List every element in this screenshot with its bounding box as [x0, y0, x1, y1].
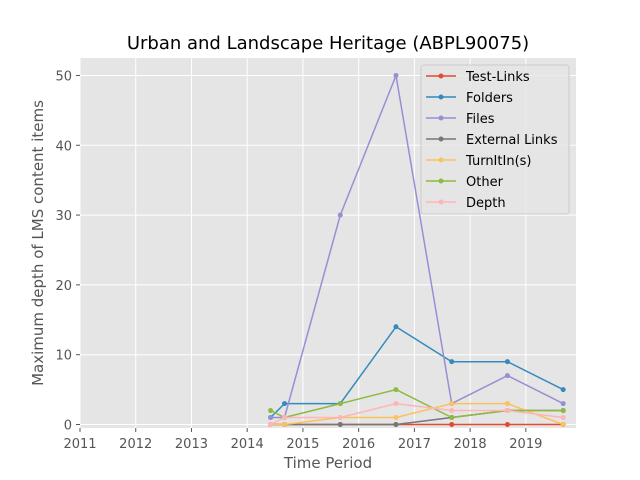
legend-label-turnitin-s: TurnItIn(s) — [465, 154, 531, 169]
data-point-folders — [560, 387, 566, 393]
x-tick-label: 2014 — [231, 437, 264, 452]
x-tick-label: 2015 — [286, 437, 319, 452]
data-point-depth — [337, 415, 343, 421]
data-point-files — [268, 415, 274, 421]
legend-marker-other — [438, 178, 444, 184]
data-point-turnitin-s — [282, 422, 288, 428]
legend-marker-files — [438, 115, 444, 121]
data-point-external-links — [337, 422, 343, 428]
data-point-turnitin-s — [393, 415, 399, 421]
chart-title: Urban and Landscape Heritage (ABPL90075) — [127, 33, 529, 54]
data-point-turnitin-s — [449, 401, 455, 407]
legend-label-other: Other — [466, 175, 504, 190]
x-tick-label: 2011 — [63, 437, 96, 452]
data-point-other — [268, 408, 274, 414]
data-point-folders — [504, 359, 510, 365]
data-point-depth — [504, 408, 510, 414]
data-point-other — [560, 408, 566, 414]
legend-marker-test-links — [438, 73, 444, 79]
data-point-other — [337, 401, 343, 407]
y-tick-label: 50 — [55, 69, 72, 84]
y-tick-label: 30 — [55, 209, 72, 224]
data-point-depth — [393, 401, 399, 407]
axis-ticks: 2011 2012 2013 2014 2015 2016 2017 2018 2019 0 10 2… — [55, 69, 542, 452]
legend-label-folders: Folders — [466, 91, 513, 106]
legend-label-files: Files — [466, 112, 495, 127]
data-point-depth — [449, 408, 455, 414]
y-tick-label: 40 — [55, 139, 72, 154]
x-tick-label: 2012 — [119, 437, 152, 452]
data-point-depth — [282, 415, 288, 421]
data-point-folders — [282, 401, 288, 407]
legend-marker-folders — [438, 94, 444, 100]
data-point-files — [504, 373, 510, 379]
data-point-folders — [449, 359, 455, 365]
data-point-files — [560, 401, 566, 407]
legend-label-depth: Depth — [466, 196, 506, 211]
y-tick-label: 20 — [55, 279, 72, 294]
legend-marker-depth — [438, 199, 444, 205]
y-tick-label: 10 — [55, 349, 72, 364]
legend-marker-external-links — [438, 136, 444, 142]
legend-label-external-links: External Links — [466, 133, 558, 148]
x-axis-title: Time Period — [283, 454, 372, 472]
y-tick-label: 0 — [64, 419, 72, 434]
data-point-test-links — [449, 422, 455, 428]
data-point-turnitin-s — [504, 401, 510, 407]
data-point-files — [393, 72, 399, 78]
x-tick-label: 2016 — [342, 437, 375, 452]
data-point-folders — [393, 324, 399, 330]
series-depth — [268, 401, 566, 428]
data-point-turnitin-s — [560, 422, 566, 428]
data-point-test-links — [504, 422, 510, 428]
data-point-other — [393, 387, 399, 393]
data-point-files — [337, 212, 343, 218]
x-tick-label: 2013 — [175, 437, 208, 452]
x-tick-label: 2018 — [454, 437, 487, 452]
x-tick-label: 2019 — [509, 437, 542, 452]
y-axis-title: Maximum depth of LMS content items — [29, 100, 47, 386]
series-layer — [268, 72, 566, 428]
legend: Test-Links Folders Files External Links Turn… — [420, 64, 570, 215]
data-point-external-links — [393, 422, 399, 428]
data-point-depth — [268, 422, 274, 428]
legend-box — [420, 64, 570, 215]
x-tick-label: 2017 — [398, 437, 431, 452]
legend-label-test-links: Test-Links — [465, 70, 530, 85]
data-point-other — [449, 415, 455, 421]
data-point-depth — [560, 415, 566, 421]
legend-marker-turnitin-s — [438, 157, 444, 163]
